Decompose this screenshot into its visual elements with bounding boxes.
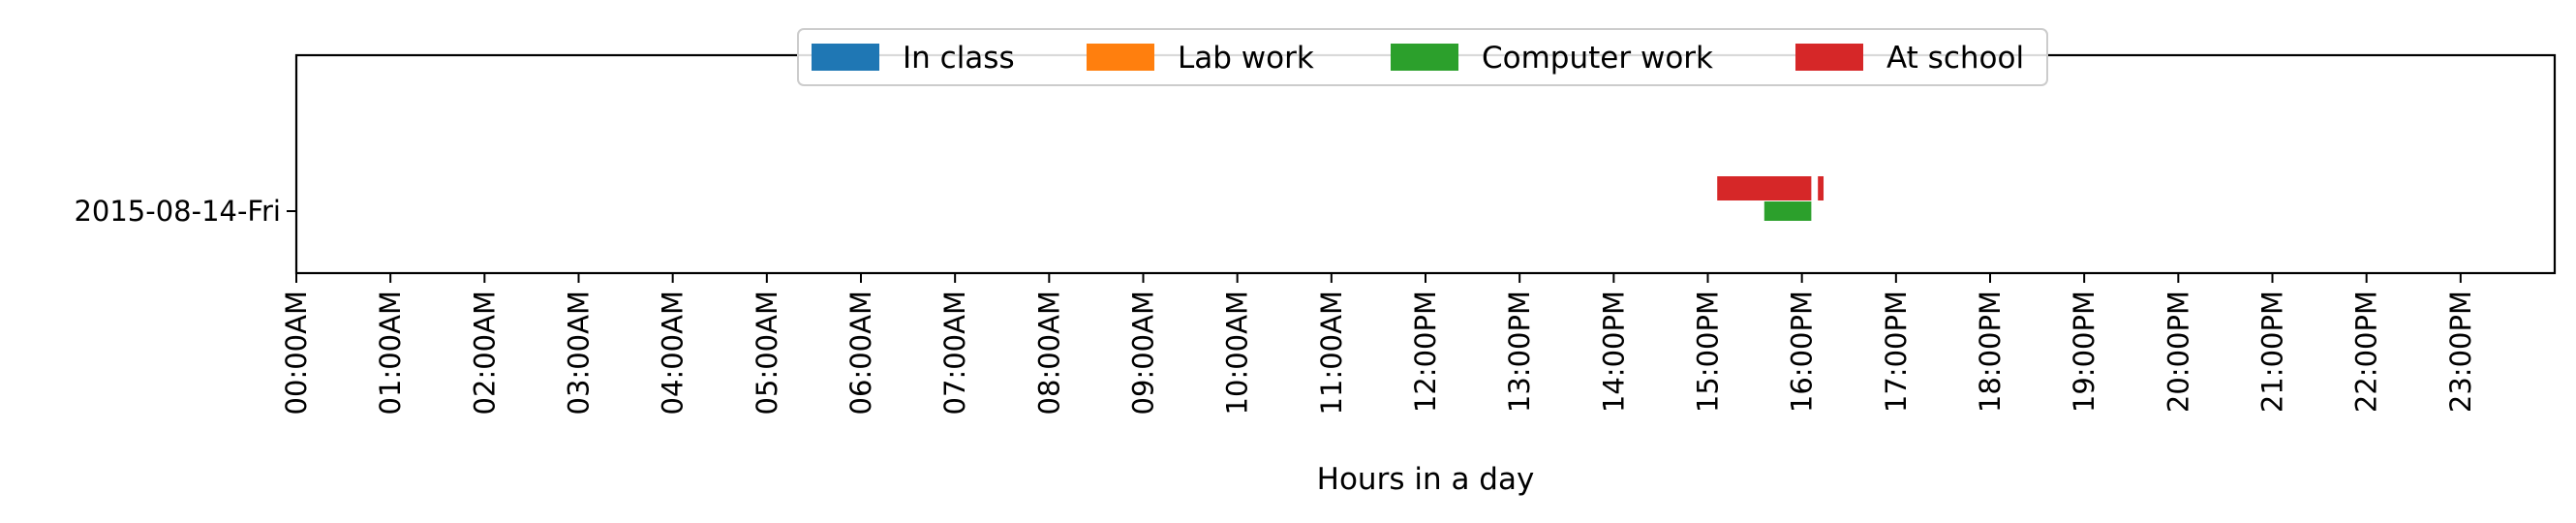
legend-swatch [812, 44, 879, 71]
x-tick-label: 10:00AM [1221, 291, 1254, 415]
y-tick-label: 2015-08-14-Fri [74, 195, 281, 228]
x-tick-label: 12:00PM [1409, 291, 1442, 413]
x-tick-label: 15:00PM [1692, 291, 1725, 413]
x-tick-label: 13:00PM [1503, 291, 1536, 413]
bar-at-school [1818, 176, 1825, 200]
x-tick-label: 14:00PM [1597, 291, 1630, 413]
legend-swatch [1391, 44, 1458, 71]
legend-label: In class [903, 41, 1015, 76]
x-tick-label: 23:00PM [2444, 291, 2477, 413]
x-tick-label: 22:00PM [2350, 291, 2383, 413]
x-tick-label: 07:00AM [938, 291, 971, 415]
x-tick-label: 11:00AM [1315, 291, 1348, 415]
axes-frame [294, 53, 2557, 275]
x-tick-label: 08:00AM [1032, 291, 1065, 415]
x-tick-label: 00:00AM [280, 291, 313, 415]
bars-layer [1717, 176, 1825, 221]
x-tick-label: 18:00PM [1974, 291, 2007, 413]
x-tick-label: 02:00AM [468, 291, 501, 415]
y-axis-ticks: 2015-08-14-Fri [74, 195, 296, 228]
x-tick-label: 19:00PM [2068, 291, 2101, 413]
x-tick-label: 04:00AM [657, 291, 690, 415]
x-tick-label: 16:00PM [1786, 291, 1819, 413]
legend-label: Lab work [1178, 41, 1314, 76]
bar-computer-work [1763, 201, 1812, 221]
x-axis-label: Hours in a day [1317, 462, 1535, 497]
legend-swatch [1795, 44, 1863, 71]
x-tick-label: 20:00PM [2162, 291, 2194, 413]
x-tick-label: 03:00AM [563, 291, 596, 415]
x-axis-ticks: 00:00AM 01:00AM 02:00AM 03:00AM 04:00AM 05:00… [280, 273, 2477, 415]
legend-swatch [1087, 44, 1154, 71]
x-tick-label: 21:00PM [2256, 291, 2289, 413]
x-tick-label: 06:00AM [844, 291, 877, 415]
legend: In class Lab work Computer work At school [797, 28, 2048, 86]
x-tick-label: 09:00AM [1127, 291, 1160, 415]
bar-at-school [1717, 176, 1812, 200]
x-tick-label: 01:00AM [374, 291, 407, 415]
x-tick-label: 05:00AM [751, 291, 783, 415]
legend-label: At school [1886, 41, 2024, 76]
legend-label: Computer work [1482, 41, 1713, 76]
x-tick-label: 17:00PM [1880, 291, 1913, 413]
